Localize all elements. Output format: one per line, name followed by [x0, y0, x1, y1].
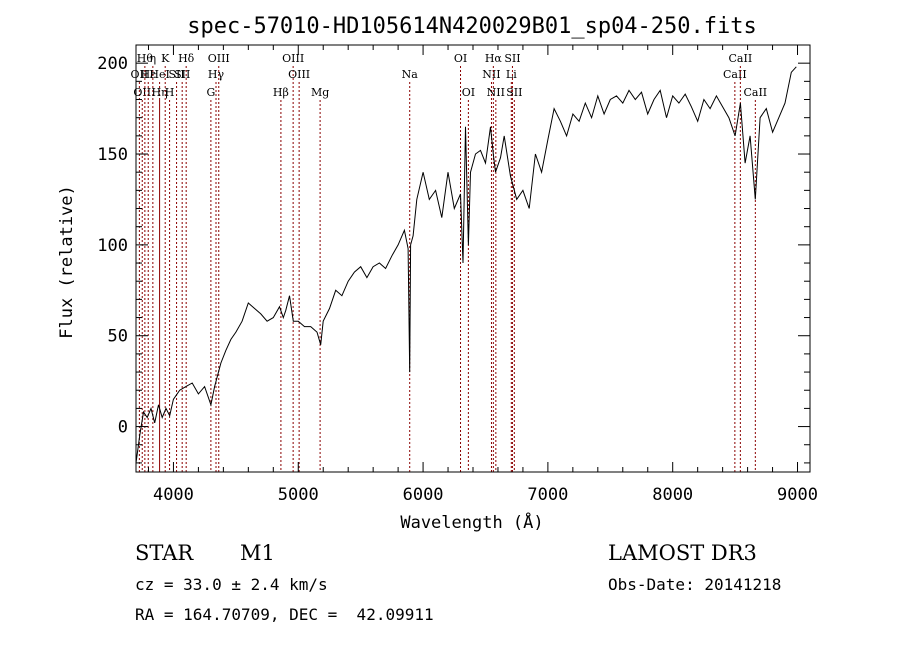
x-axis-ticks: 4000 5000 6000 7000 8000 9000: [147, 45, 818, 505]
line-marker-label: Hγ: [208, 68, 225, 81]
y-axis-ticks: 0 50 100 150 200: [97, 54, 810, 464]
x-axis-label: Wavelength (Å): [400, 511, 543, 533]
line-marker-label: Li: [506, 68, 517, 81]
y-tick-label: 150: [97, 145, 128, 165]
line-marker-label: SII: [174, 68, 190, 81]
line-marker-label: Na: [402, 68, 419, 81]
line-marker-label: OIII: [282, 52, 304, 65]
plot-frame: [135, 44, 811, 473]
x-tick-label: 4000: [153, 485, 194, 505]
y-tick-label: 100: [97, 236, 128, 256]
line-marker-label: NII: [487, 86, 505, 99]
line-marker-label: CaII: [743, 86, 767, 99]
line-marker-label: Hθ: [137, 52, 154, 65]
observation-date: Obs-Date: 20141218: [608, 575, 781, 594]
line-marker-label: Hδ: [178, 52, 195, 65]
line-marker-label: SII: [506, 86, 522, 99]
line-marker-label: Hβ: [273, 86, 289, 99]
line-marker-label: OII: [133, 86, 151, 99]
line-marker-label: OII: [131, 68, 149, 81]
line-marker-label: SII: [504, 52, 520, 65]
y-tick-label: 200: [97, 54, 128, 74]
line-marker-label: OI: [462, 86, 475, 99]
redshift-cz: cz = 33.0 ± 2.4 km/s: [135, 575, 328, 594]
line-marker-label: SII: [168, 68, 184, 81]
x-tick-label: 9000: [777, 485, 818, 505]
line-marker-label: Hε: [141, 68, 157, 81]
spectrum-line: [135, 66, 797, 463]
line-marker-label: CaII: [723, 68, 747, 81]
line-marker-label: OIII: [208, 52, 230, 65]
line-marker-label: OIII: [288, 68, 310, 81]
line-marker-label: H: [165, 86, 175, 99]
line-marker-label: G: [206, 86, 215, 99]
line-marker-label: Mg: [311, 86, 329, 99]
x-tick-label: 7000: [527, 485, 568, 505]
line-marker-label: η: [150, 52, 157, 65]
line-marker-label: HeI: [149, 68, 169, 81]
line-marker-label: OI: [454, 52, 467, 65]
survey-name: LAMOST DR3: [608, 541, 757, 565]
line-marker-label: K: [161, 52, 170, 65]
object-subclass: M1: [240, 541, 275, 565]
line-marker-label: Hα: [485, 52, 503, 65]
line-marker-label: NII: [482, 68, 500, 81]
line-markers: OIIOIIHθHεηHeIHηKHSIISIIHδGHγOIIIHβOIIIO…: [131, 52, 767, 472]
y-tick-label: 50: [108, 327, 128, 347]
y-tick-label: 0: [118, 418, 128, 438]
x-tick-label: 8000: [652, 485, 693, 505]
line-marker-label: Hη: [151, 86, 167, 99]
x-tick-label: 6000: [403, 485, 444, 505]
line-marker-label: CaII: [729, 52, 753, 65]
x-tick-label: 5000: [278, 485, 319, 505]
object-class: STAR: [135, 541, 194, 565]
y-axis-label: Flux (relative): [57, 185, 77, 339]
ra-dec-coordinates: RA = 164.70709, DEC = 42.09911: [135, 605, 434, 624]
chart-title: spec-57010-HD105614N420029B01_sp04-250.f…: [187, 14, 757, 39]
